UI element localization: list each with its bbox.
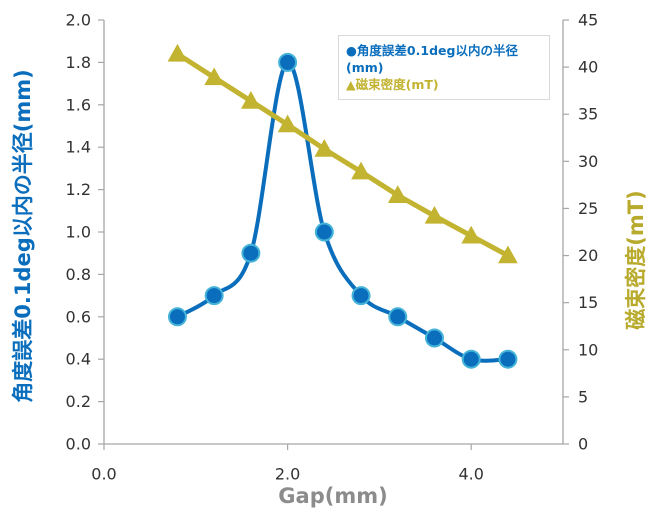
data-point-flux [241, 91, 261, 109]
y2-tick-label: 0 [578, 435, 588, 454]
data-point-flux [387, 185, 408, 203]
y-tick-label: 1.4 [66, 138, 91, 157]
data-point-radius [498, 349, 518, 369]
y-tick-label: 1.8 [66, 53, 91, 72]
series-line-flux [174, 51, 511, 259]
y-tick-label: 0.6 [66, 307, 91, 326]
data-point-flux [498, 245, 518, 264]
y2-tick-label: 45 [578, 11, 598, 30]
y2-axis-title: 磁束密度(mT) [624, 190, 648, 329]
data-point-radius [204, 286, 224, 306]
y-tick-label: 2.0 [66, 11, 91, 30]
data-point-radius [278, 52, 298, 72]
data-point-flux [351, 161, 371, 180]
x-tick-label: 4.0 [458, 465, 483, 484]
y-tick-label: 0.4 [66, 350, 91, 369]
data-point-flux [314, 139, 335, 157]
data-point-radius [167, 307, 187, 327]
legend: ●角度誤差0.1deg以内の半径(mm) ▲磁束密度(mT) [338, 35, 550, 100]
data-point-flux [167, 43, 188, 62]
data-point-flux [204, 67, 225, 86]
legend-entry-radius: ●角度誤差0.1deg以内の半径(mm) [346, 42, 542, 76]
y2-tick-label: 15 [578, 293, 598, 312]
legend-entry-flux: ▲磁束密度(mT) [346, 76, 542, 93]
legend-marker-circle: ● [346, 43, 357, 58]
y-tick-label: 1.0 [66, 223, 91, 242]
y-tick-label: 1.6 [66, 95, 91, 114]
data-point-flux [461, 225, 482, 244]
data-point-radius [424, 328, 444, 348]
y2-tick-label: 35 [578, 105, 598, 124]
series-layer [167, 43, 518, 369]
y-tick-label: 0.2 [66, 392, 91, 411]
x-tick-label: 0.0 [91, 465, 116, 484]
y-tick-label: 0.8 [66, 265, 91, 284]
data-point-flux [424, 205, 445, 224]
data-point-radius [388, 307, 408, 327]
y2-tick-label: 10 [578, 340, 598, 359]
data-point-radius [351, 286, 371, 306]
data-point-radius [241, 243, 261, 263]
data-point-radius [314, 222, 334, 242]
y2-tick-label: 30 [578, 152, 598, 171]
y-axis-title: 角度誤差0.1deg以内の半径(mm) [11, 69, 35, 402]
legend-label-flux: 磁束密度(mT) [355, 77, 439, 92]
axes: 0.0 0.2 0.4 0.6 0.8 1.0 1.2 1.4 1.6 1.8 2.0 0 5 10 15 2… [66, 11, 599, 484]
data-point-radius [461, 349, 481, 369]
y-tick-label: 1.2 [66, 180, 91, 199]
y2-tick-label: 5 [578, 387, 588, 406]
series-line-radius [175, 60, 510, 363]
y2-tick-label: 40 [578, 58, 598, 77]
x-tick-label: 2.0 [275, 465, 300, 484]
data-point-flux [277, 114, 298, 133]
y2-tick-label: 25 [578, 199, 598, 218]
y2-tick-label: 20 [578, 246, 598, 265]
legend-marker-triangle: ▲ [346, 77, 356, 92]
y-tick-label: 0.0 [66, 435, 91, 454]
legend-label-radius: 角度誤差0.1deg以内の半径(mm) [346, 43, 518, 75]
x-axis-title: Gap(mm) [278, 484, 387, 508]
